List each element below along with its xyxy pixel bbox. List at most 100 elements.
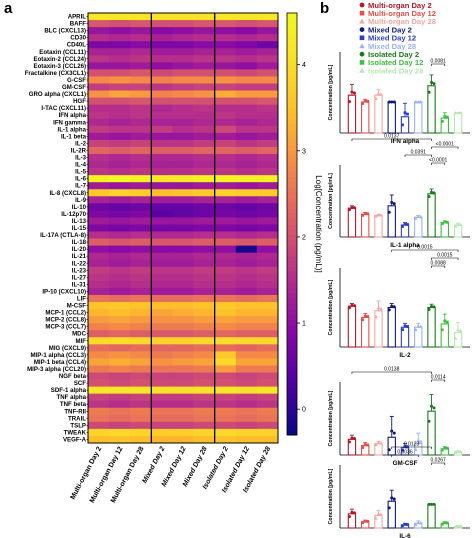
- heatmap-cell: [235, 302, 258, 310]
- heatmap-cell: [130, 407, 152, 416]
- row-label-il-12p70: IL-12p70: [61, 211, 86, 218]
- data-point: [456, 110, 460, 115]
- heatmap-cell: [109, 161, 131, 169]
- data-point: [352, 437, 356, 441]
- heatmap-cell: [109, 20, 131, 28]
- legend-marker: [359, 18, 365, 24]
- row-label-il-20: IL-20: [72, 246, 87, 253]
- colorbar-segment: [287, 213, 297, 220]
- heatmap-cell: [151, 118, 173, 127]
- heatmap-cell: [88, 97, 110, 106]
- data-point: [413, 216, 418, 220]
- heatmap-cell: [214, 407, 237, 416]
- colorbar-segment: [287, 419, 297, 425]
- heatmap-cell: [193, 372, 216, 380]
- heatmap-cell: [256, 231, 279, 239]
- bar: [387, 205, 396, 238]
- heatmap-cell: [235, 146, 258, 155]
- heatmap-cell: [193, 309, 216, 317]
- heatmap-cell: [193, 238, 216, 247]
- row-label-il-8-cxcl8: IL-8 (CXCL8): [49, 190, 86, 197]
- heatmap-cell: [256, 83, 279, 91]
- heatmap-cell: [172, 111, 194, 120]
- heatmap-cell: [109, 421, 131, 430]
- data-point: [347, 100, 351, 104]
- heatmap-cell: [172, 217, 194, 225]
- heatmap-cell: [130, 62, 152, 70]
- heatmap-cell: [130, 182, 152, 190]
- heatmap-cell: [172, 358, 194, 366]
- heatmap-cell: [256, 76, 279, 84]
- p-value-label: 0.0267: [431, 458, 447, 464]
- heatmap-cell: [193, 407, 216, 416]
- heatmap-cell: [256, 393, 279, 402]
- heatmap-cell: [109, 196, 131, 204]
- heatmap-cell: [109, 428, 131, 437]
- heatmap-cell: [193, 217, 216, 225]
- heatmap-cell: [214, 132, 237, 141]
- heatmap-cell: [235, 266, 258, 275]
- colorbar-segment: [287, 176, 297, 183]
- heatmap-cell: [151, 337, 173, 345]
- y-axis-label: Concentration [pg/mL]: [328, 173, 334, 229]
- heatmap-cell: [214, 55, 237, 63]
- data-point: [432, 502, 436, 506]
- heatmap-cell: [256, 139, 279, 148]
- heatmap-cell: [214, 259, 237, 268]
- heatmap-cell: [256, 302, 279, 310]
- heatmap-cell: [193, 13, 216, 21]
- data-point: [347, 208, 351, 212]
- data-point: [427, 419, 431, 423]
- heatmap-cell: [151, 27, 173, 35]
- row-label-tnf-alpha: TNF alpha: [57, 394, 87, 401]
- heatmap-cell: [151, 76, 173, 84]
- data-point: [363, 519, 367, 523]
- row-label-il-27: IL-27: [72, 274, 87, 281]
- heatmap-cell: [235, 294, 258, 303]
- heatmap-cell: [151, 161, 173, 169]
- significance-bracket: [431, 379, 446, 382]
- data-point: [453, 224, 458, 228]
- colorbar-segment: [287, 303, 297, 309]
- heatmap-cell: [109, 132, 131, 141]
- colorbar-segment: [287, 86, 297, 93]
- heatmap-cell: [193, 358, 216, 366]
- row-label-cd30: CD30: [70, 35, 86, 42]
- heatmap-cell: [235, 400, 258, 409]
- bar: [347, 305, 357, 348]
- data-point: [443, 319, 447, 323]
- heatmap-cell: [109, 34, 131, 42]
- p-value-label: 0.0015: [437, 253, 453, 259]
- heatmap-cell: [88, 344, 110, 352]
- heatmap-cell: [130, 118, 152, 127]
- bar: [387, 500, 396, 529]
- legend-marker: [359, 67, 365, 73]
- heatmap-cell: [172, 146, 194, 155]
- heatmap-cell: [256, 48, 279, 56]
- colorbar-tick-label: 2: [302, 234, 306, 241]
- data-point: [352, 304, 356, 308]
- heatmap-cell: [172, 323, 194, 331]
- heatmap-cell: [193, 344, 216, 352]
- data-point: [347, 306, 351, 310]
- data-point: [374, 314, 378, 319]
- heatmap-cell: [130, 34, 152, 42]
- heatmap-cell: [88, 224, 110, 232]
- colorbar-segment: [287, 55, 297, 61]
- data-point: [418, 215, 423, 219]
- heatmap-cell: [214, 139, 237, 148]
- heatmap-cell: [151, 393, 173, 402]
- colorbar-segment: [287, 229, 297, 236]
- heatmap-cell: [235, 20, 258, 28]
- heatmap-cell: [193, 414, 216, 423]
- heatmap-cell: [130, 379, 152, 388]
- data-point: [390, 100, 394, 104]
- heatmap-cell: [109, 231, 131, 239]
- heatmap-cell: [172, 76, 194, 84]
- p-value-label: 0.0088: [431, 261, 447, 267]
- colorbar-segment: [287, 392, 297, 399]
- data-point: [456, 524, 460, 528]
- data-point: [352, 206, 356, 210]
- heatmap-cell: [214, 97, 237, 106]
- data-point: [445, 115, 449, 119]
